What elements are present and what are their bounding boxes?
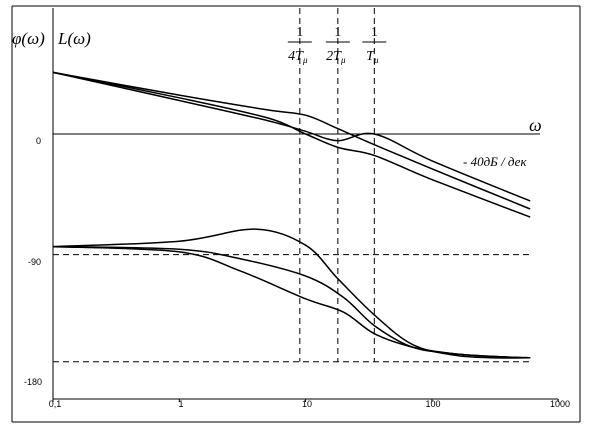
magnitude-curve-1 <box>52 71 531 218</box>
marker-numerator-1: 1 <box>334 25 341 40</box>
phase-curve-3 <box>52 228 531 359</box>
x-tick-label-0.1: 0,1 <box>49 399 62 409</box>
marker-denominator-1: 2Tμ <box>326 49 346 65</box>
phase-curve-4 <box>52 245 531 359</box>
y-tick-label-minus90: -90 <box>28 257 41 267</box>
x-tick-label-1000: 1000 <box>550 399 570 409</box>
magnitude-axis-label: L(ω) <box>57 29 91 48</box>
phase-curve-5 <box>52 245 531 359</box>
y-tick-label-0: 0 <box>36 136 41 146</box>
marker-numerator-0: 1 <box>296 25 303 40</box>
magnitude-curve-2 <box>52 71 531 202</box>
magnitude-curve-0 <box>52 71 531 210</box>
marker-denominator-2: Tμ <box>366 49 379 65</box>
marker-numerator-2: 1 <box>371 25 378 40</box>
marker-denominator-0: 4Tμ <box>288 49 308 65</box>
phase-axis-label: φ(ω) <box>12 29 45 48</box>
x-tick-label-1: 1 <box>178 399 183 409</box>
x-tick-label-10: 10 <box>302 399 312 409</box>
slope-annotation: - 40дБ / дек <box>463 154 527 169</box>
y-tick-label-minus180: -180 <box>24 377 42 387</box>
x-tick-label-100: 100 <box>425 399 440 409</box>
omega-axis-label: ω <box>529 115 542 135</box>
